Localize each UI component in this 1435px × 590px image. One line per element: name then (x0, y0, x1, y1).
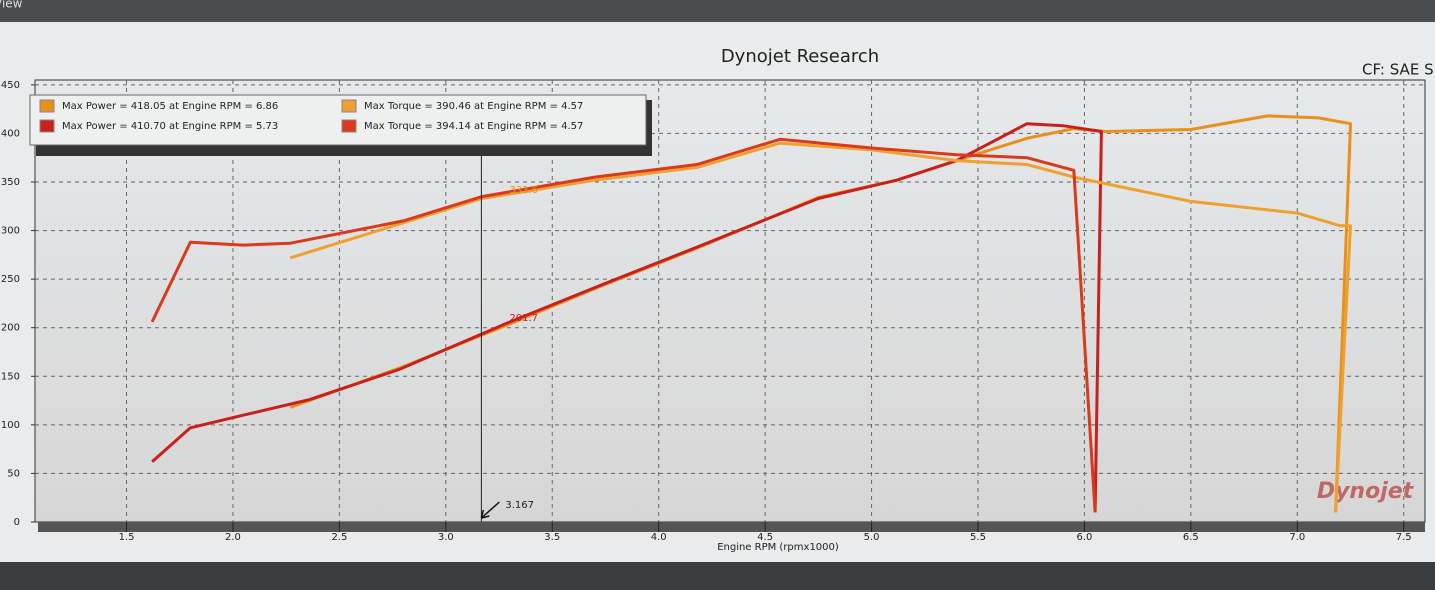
cursor-label: 333.6 (509, 185, 538, 196)
cursor-label: 201.7 (509, 313, 538, 324)
x-axis-label: Engine RPM (rpmx1000) (717, 542, 839, 553)
y-tick-label: 100 (1, 420, 20, 431)
x-tick-label: 7.5 (1396, 532, 1412, 543)
x-tick-label: 5.5 (970, 532, 986, 543)
legend: Max Power = 418.05 at Engine RPM = 6.86 M… (29, 94, 652, 156)
legend-label: Max Power = 410.70 at Engine RPM = 5.73 (62, 121, 278, 132)
series-line (289, 141, 1352, 513)
x-tick-label: 3.0 (438, 532, 454, 543)
cursor-arrow (480, 501, 500, 519)
watermark: Dynojet (1317, 479, 1415, 504)
legend-label: Max Torque = 390.46 at Engine RPM = 4.57 (364, 101, 583, 112)
legend-marker (39, 119, 55, 133)
window-title: View (0, 0, 23, 11)
x-tick-label: 4.5 (757, 532, 773, 543)
x-tick-label: 6.0 (1076, 532, 1092, 543)
cursor-value: 3.167 (505, 500, 534, 511)
legend-label: Max Power = 418.05 at Engine RPM = 6.86 (62, 101, 278, 112)
x-tick-label: 3.5 (544, 532, 560, 543)
chart-subtitle: CF: SAE S (1362, 61, 1434, 79)
x-axis-bar (38, 522, 1425, 532)
x-tick-label: 1.5 (119, 532, 135, 543)
y-tick-label: 400 (1, 128, 20, 139)
x-tick-label: 7.0 (1289, 532, 1305, 543)
legend-box (29, 94, 647, 146)
y-tick-label: 150 (1, 371, 20, 382)
series-line (151, 122, 1103, 513)
legend-marker (39, 99, 55, 113)
legend-marker (341, 119, 357, 133)
y-tick-label: 200 (1, 323, 20, 334)
y-tick-label: 450 (1, 80, 20, 91)
y-tick-label: 350 (1, 177, 20, 188)
chart-title: Dynojet Research (721, 46, 879, 67)
y-tick-label: 300 (1, 226, 20, 237)
series-line (150, 137, 1097, 513)
x-tick-label: 5.0 (864, 532, 880, 543)
y-tick-label: 50 (7, 468, 20, 479)
y-tick-label: 250 (1, 274, 20, 285)
x-tick-label: 6.5 (1183, 532, 1199, 543)
window-bar (0, 0, 1435, 22)
legend-marker (341, 99, 357, 113)
legend-label: Max Torque = 394.14 at Engine RPM = 4.57 (364, 121, 583, 132)
x-tick-label: 4.0 (651, 532, 667, 543)
x-tick-label: 2.0 (225, 532, 241, 543)
y-tick-label: 0 (14, 517, 20, 528)
x-tick-label: 2.5 (331, 532, 347, 543)
